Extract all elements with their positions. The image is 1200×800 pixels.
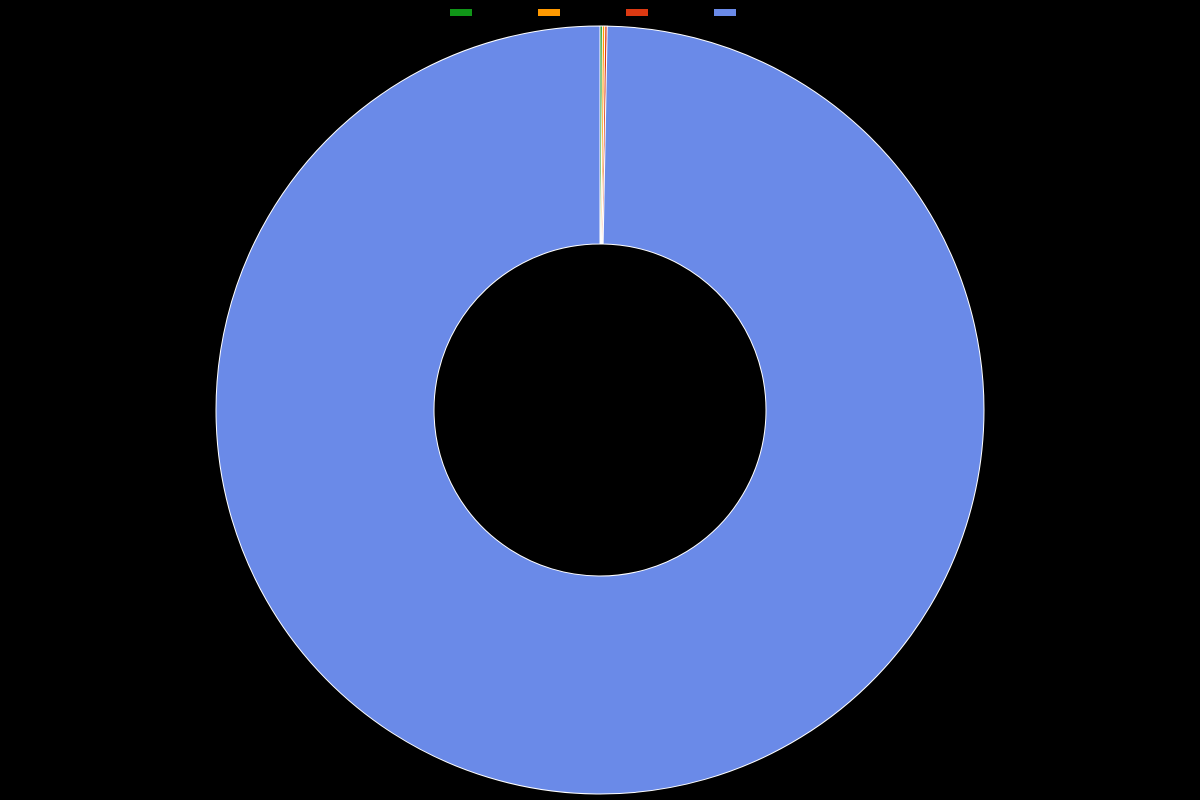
donut-slice[interactable]	[216, 26, 984, 794]
legend-swatch-icon	[625, 8, 649, 17]
legend-item[interactable]	[449, 6, 487, 18]
legend-item[interactable]	[537, 6, 575, 18]
donut-chart	[214, 24, 986, 796]
chart-container	[0, 0, 1200, 800]
legend-label	[655, 6, 663, 18]
legend-label	[567, 6, 575, 18]
legend-swatch-icon	[449, 8, 473, 17]
legend-swatch-icon	[713, 8, 737, 17]
legend-label	[479, 6, 487, 18]
legend-swatch-icon	[537, 8, 561, 17]
legend-item[interactable]	[625, 6, 663, 18]
legend-item[interactable]	[713, 6, 751, 18]
legend-label	[743, 6, 751, 18]
chart-legend	[0, 6, 1200, 18]
